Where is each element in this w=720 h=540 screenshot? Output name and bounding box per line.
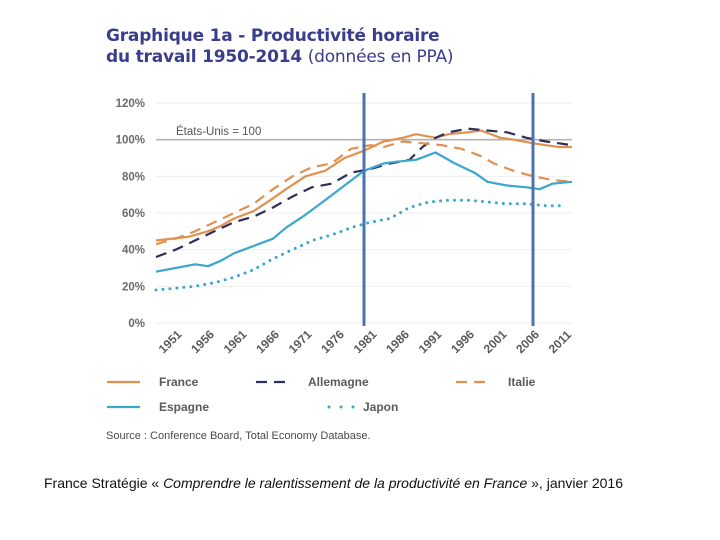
series-line-japon (154, 198, 567, 292)
y-tick-label: 60% (122, 208, 145, 220)
legend-label-allemagne: Allemagne (308, 375, 369, 389)
caption-title: Comprendre le ralentissement de la produ… (163, 475, 528, 491)
x-tick-label: 2011 (546, 328, 575, 357)
x-tick-label: 1951 (156, 327, 185, 356)
x-tick-label: 1971 (286, 327, 315, 356)
reference-line-label: États-Unis = 100 (176, 125, 261, 138)
x-tick-label: 1956 (188, 327, 217, 356)
caption-suffix: », janvier 2016 (527, 475, 623, 491)
chart-title-line1: Graphique 1a - Productivité horaire (106, 26, 440, 46)
x-tick-label: 1961 (221, 327, 250, 356)
chart-title-units: (données en PPA) (307, 47, 454, 67)
vertical-markers (362, 93, 535, 326)
legend-label-espagne: Espagne (159, 400, 209, 414)
chart-title: Graphique 1a - Productivité horaire (106, 26, 440, 46)
y-tick-label: 100% (116, 135, 145, 147)
caption-prefix: France Stratégie « (44, 475, 164, 491)
y-tick-label: 20% (122, 281, 145, 293)
x-tick-labels: 1951 1956 1961 1966 1971 1976 1981 1986 1991 1996… (156, 327, 575, 356)
x-tick-label: 1966 (253, 327, 282, 356)
series-line-france (155, 129, 572, 242)
x-tick-label: 1991 (416, 327, 445, 356)
x-tick-label: 2001 (481, 327, 510, 356)
x-tick-label: 1986 (383, 327, 412, 356)
legend-label-japon: Japon (363, 400, 398, 414)
x-tick-label: 1981 (351, 327, 380, 356)
legend: France Allemagne Italie Espagne Japon (107, 375, 536, 414)
x-tick-label: 1976 (318, 327, 347, 356)
y-tick-labels: 0% 20% 40% 60% 80% 100% 120% (116, 98, 145, 330)
source-note: Source : Conference Board, Total Economy… (106, 430, 371, 442)
x-tick-label: 2006 (513, 327, 542, 356)
y-tick-label: 40% (122, 245, 145, 257)
chart-subtitle: du travail 1950-2014 (données en PPA) (106, 47, 454, 67)
series-line-allemagne (155, 127, 573, 259)
legend-label-italie: Italie (508, 375, 536, 389)
caption: France Stratégie « Comprendre le ralenti… (44, 472, 684, 494)
x-tick-label: 1996 (448, 327, 477, 356)
y-tick-label: 120% (116, 98, 145, 110)
legend-label-france: France (159, 375, 199, 389)
chart-title-line2: du travail 1950-2014 (106, 47, 302, 67)
y-tick-label: 80% (122, 171, 145, 183)
series-line-italie (155, 140, 573, 246)
y-tick-label: 0% (128, 318, 145, 330)
